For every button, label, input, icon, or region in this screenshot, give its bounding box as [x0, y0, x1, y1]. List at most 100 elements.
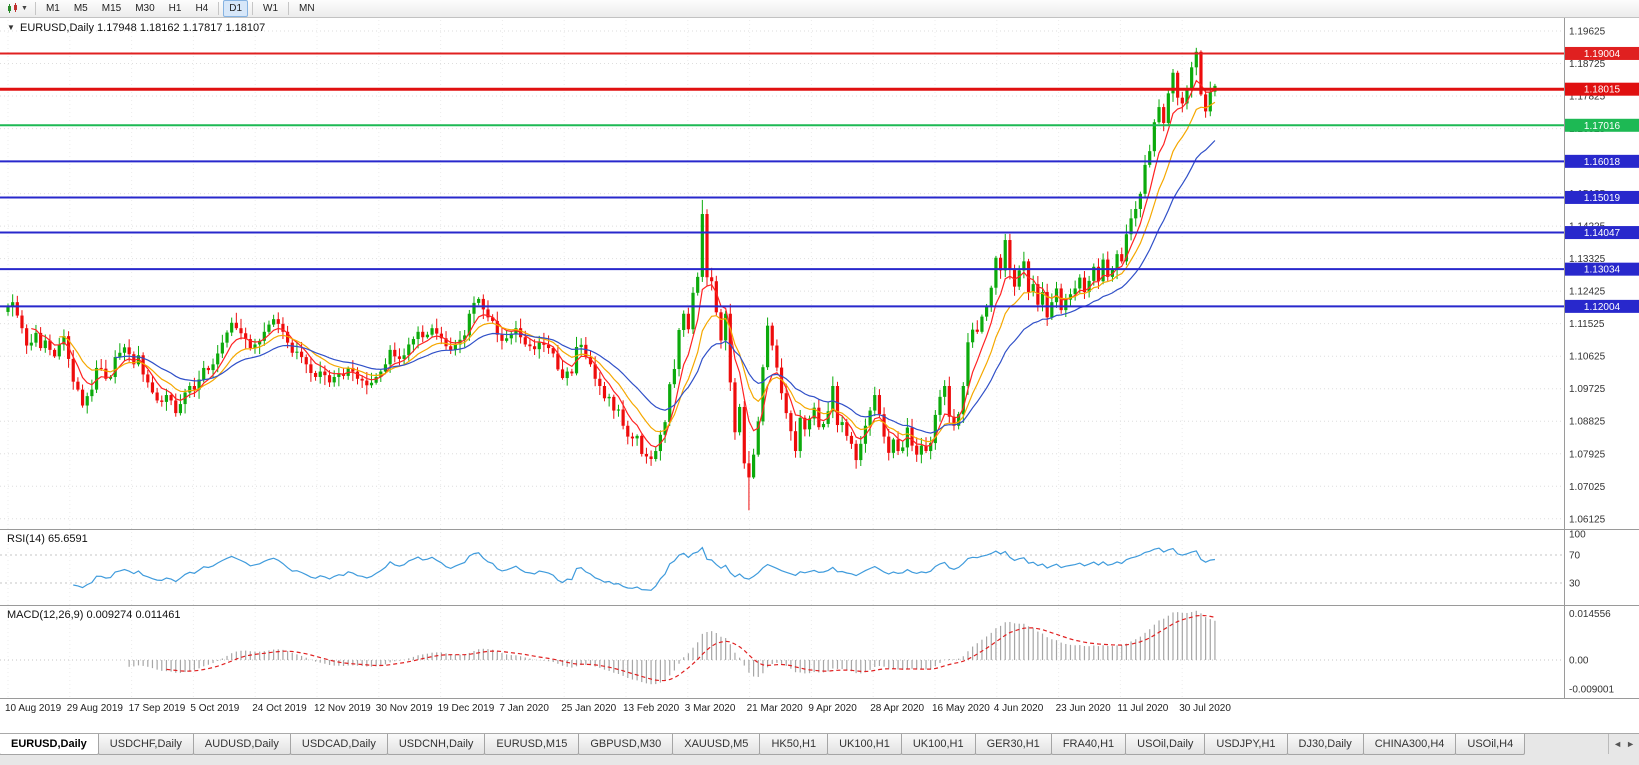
- svg-text:1.17016: 1.17016: [1584, 121, 1621, 132]
- timeframe-buttons: M1 M5 M15 M30 H1 H4 D1 W1 MN: [39, 0, 322, 17]
- tab-scroll-right-icon[interactable]: ►: [1626, 739, 1635, 749]
- date-label: 28 Apr 2020: [870, 703, 924, 714]
- timeframe-button-m30[interactable]: M30: [135, 3, 155, 14]
- timeframe-toolbar: ▼ M1 M5 M15 M30 H1 H4 D1 W1 MN: [0, 0, 1639, 18]
- price-badge-1.13034: 1.13034: [1565, 262, 1639, 276]
- chart-tab-usdcnh-daily[interactable]: USDCNH,Daily: [386, 734, 486, 755]
- svg-text:1.16018: 1.16018: [1584, 157, 1621, 168]
- time-axis[interactable]: 10 Aug 2019 29 Aug 2019 17 Sep 2019 5 Oct 2…: [5, 703, 1231, 714]
- ohlc-open: 1.17948: [97, 22, 137, 34]
- rsi-axis-label: 70: [1569, 551, 1581, 562]
- date-label: 17 Sep 2019: [129, 703, 186, 714]
- chart-tab-gbpusd-m30[interactable]: GBPUSD,M30: [578, 734, 674, 755]
- price-axis-label: 1.18725: [1569, 59, 1606, 70]
- ma-fast-line: [31, 79, 1216, 448]
- collapse-icon[interactable]: ▼: [7, 23, 15, 32]
- toolbar-separator: [288, 2, 290, 15]
- macd-indicator-label: MACD(12,26,9) 0.009274 0.011461: [7, 609, 181, 621]
- macd-signal-value: 0.011461: [135, 609, 181, 621]
- rsi-line: [73, 546, 1216, 591]
- chart-tab-usoil-h4[interactable]: USOil,H4: [1455, 734, 1526, 755]
- svg-text:1.15019: 1.15019: [1584, 193, 1621, 204]
- macd-axis-label: 0.014556: [1569, 609, 1611, 620]
- chart-tab-usoil-daily[interactable]: USOil,Daily: [1125, 734, 1206, 755]
- tab-scroll-left-icon[interactable]: ◄: [1613, 739, 1623, 749]
- toolbar-separator: [34, 2, 36, 15]
- chart-tab-uk100-h1[interactable]: UK100,H1: [827, 734, 902, 755]
- price-badge-1.15019: 1.15019: [1565, 190, 1639, 204]
- chart-tab-usdchf-daily[interactable]: USDCHF,Daily: [97, 734, 194, 755]
- ma-medium-line: [59, 101, 1216, 443]
- ohlc-high: 1.18162: [139, 22, 180, 34]
- timeframe-button-m15[interactable]: M15: [101, 3, 122, 14]
- date-label: 12 Nov 2019: [314, 703, 371, 714]
- price-badge-1.19004: 1.19004: [1565, 46, 1639, 60]
- date-label: 23 Jun 2020: [1056, 703, 1111, 714]
- rsi-axis-label: 100: [1569, 530, 1586, 541]
- chart-tab-eurusd-m15[interactable]: EURUSD,M15: [484, 734, 580, 755]
- date-label: 11 Jul 2020: [1117, 703, 1168, 714]
- chart-tab-bar: EURUSD,Daily USDCHF,Daily AUDUSD,Daily USDC…: [0, 733, 1639, 765]
- timeframe-button-m5[interactable]: M5: [73, 3, 88, 14]
- chart-tab-usdjpy-h1[interactable]: USDJPY,H1: [1204, 734, 1288, 755]
- timeframe-button-h1[interactable]: H1: [168, 3, 182, 14]
- timeframe-button-d1[interactable]: D1: [223, 0, 249, 17]
- price-badge-1.12004: 1.12004: [1565, 299, 1639, 313]
- toolbar-separator: [252, 2, 254, 15]
- chart-tab-hk50-h1[interactable]: HK50,H1: [759, 734, 829, 755]
- price-axis-label: 1.08825: [1569, 417, 1606, 428]
- price-badge-1.18015: 1.18015: [1565, 82, 1639, 96]
- timeframe-button-h4[interactable]: H4: [195, 3, 209, 14]
- symbol-period-label: EURUSD,Daily: [19, 22, 94, 34]
- svg-text:1.13034: 1.13034: [1584, 265, 1621, 276]
- chart-tab-eurusd-daily[interactable]: EURUSD,Daily: [0, 734, 99, 755]
- macd-signal-line: [166, 614, 1216, 682]
- price-axis-label: 1.07025: [1569, 482, 1606, 493]
- price-badge-1.14047: 1.14047: [1565, 226, 1639, 240]
- chart-tab-audusd-daily[interactable]: AUDUSD,Daily: [192, 734, 291, 755]
- grid: [0, 20, 1565, 697]
- date-label: 24 Oct 2019: [252, 703, 307, 714]
- timeframe-button-mn[interactable]: MN: [299, 3, 315, 14]
- ohlc-close: 1.18107: [225, 22, 266, 34]
- price-badge-1.16018: 1.16018: [1565, 154, 1639, 168]
- price-axis-label: 1.12425: [1569, 287, 1606, 298]
- date-label: 30 Nov 2019: [376, 703, 433, 714]
- timeframe-button-w1[interactable]: W1: [263, 3, 279, 14]
- ma-slow-line: [115, 140, 1216, 434]
- chart-tab-xauusd-m5[interactable]: XAUUSD,M5: [672, 734, 761, 755]
- timeframe-button-m1[interactable]: M1: [45, 3, 60, 14]
- chart-tab-china300-h4[interactable]: CHINA300,H4: [1362, 734, 1457, 755]
- candles-layer: [6, 47, 1217, 511]
- svg-text:1.14047: 1.14047: [1584, 228, 1621, 239]
- price-axis-label: 1.17825: [1569, 92, 1606, 103]
- date-label: 9 Apr 2020: [808, 703, 857, 714]
- price-axis-label: 1.10625: [1569, 352, 1606, 363]
- price-axis-label: 1.19625: [1569, 27, 1606, 38]
- chart-tab-uk100-h1[interactable]: UK100,H1: [900, 734, 976, 755]
- date-label: 29 Aug 2019: [67, 703, 124, 714]
- svg-text:1.18015: 1.18015: [1584, 85, 1621, 96]
- date-label: 13 Feb 2020: [623, 703, 680, 714]
- chart-tab-dj30-daily[interactable]: DJ30,Daily: [1286, 734, 1364, 755]
- date-label: 30 Jul 2020: [1179, 703, 1231, 714]
- price-axis-label: 1.07925: [1569, 449, 1606, 460]
- price-axis-label: 1.09725: [1569, 384, 1606, 395]
- date-label: 21 Mar 2020: [747, 703, 804, 714]
- rsi-axis-label: 30: [1569, 579, 1581, 590]
- chart-tab-usdcad-daily[interactable]: USDCAD,Daily: [289, 734, 388, 755]
- svg-text:1.19004: 1.19004: [1584, 49, 1621, 60]
- price-axis-label: 1.13325: [1569, 254, 1606, 265]
- date-label: 10 Aug 2019: [5, 703, 62, 714]
- ohlc-low: 1.17817: [182, 22, 223, 34]
- chart-tab-ger30-h1[interactable]: GER30,H1: [974, 734, 1052, 755]
- price-axis-label: 1.06125: [1569, 514, 1606, 525]
- macd-axis-label: 0.00: [1569, 656, 1589, 667]
- rsi-value: 65.6591: [47, 533, 88, 545]
- chart-type-dropdown[interactable]: ▼: [3, 1, 32, 17]
- chart-canvas[interactable]: 1.196251.187251.178251.169251.160251.151…: [0, 0, 1639, 733]
- price-badge-1.17016: 1.17016: [1565, 118, 1639, 132]
- date-label: 4 Jun 2020: [994, 703, 1044, 714]
- chart-tab-fra40-h1[interactable]: FRA40,H1: [1050, 734, 1127, 755]
- date-label: 16 May 2020: [932, 703, 990, 714]
